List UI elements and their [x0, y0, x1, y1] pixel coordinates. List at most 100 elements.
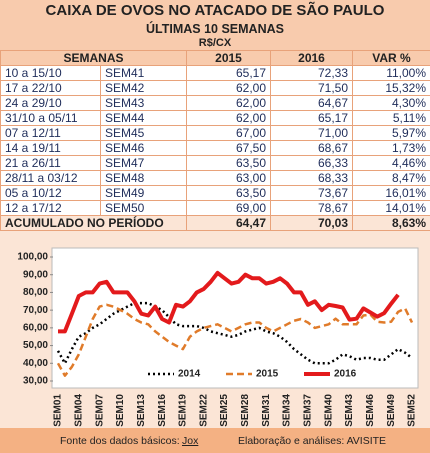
x-tick-label: SEM19 — [178, 394, 189, 427]
table-row: 10 a 15/10 SEM41 65,17 72,33 11,00% — [0, 65, 430, 81]
series-line — [56, 303, 414, 377]
table-cell: 78,67 — [270, 200, 354, 216]
table-cell: SEM48 — [99, 170, 188, 186]
x-tick-label: SEM28 — [240, 394, 251, 427]
table-cell: 07 a 12/11 — [0, 125, 101, 141]
series-line — [58, 270, 400, 334]
y-tick-label: 70,00 — [23, 305, 48, 316]
x-tick-label: SEM25 — [219, 394, 230, 427]
table-cell: SEM46 — [99, 140, 188, 156]
table-cell: 65,17 — [270, 110, 354, 126]
table-cell: 64,47 — [186, 215, 272, 231]
table-row: 17 a 22/10 SEM42 62,00 71,50 15,32% — [0, 80, 430, 96]
table-cell: 11,00% — [352, 65, 430, 81]
x-tick-label: SEM13 — [136, 394, 147, 427]
table-cell: 28/11 a 03/12 — [0, 170, 101, 186]
table-row: SEMANAS 2015 2016 VAR % — [0, 50, 430, 66]
table-cell: SEM45 — [99, 125, 188, 141]
x-tick-label: SEM34 — [282, 394, 293, 427]
table-cell: 68,33 — [270, 170, 354, 186]
table-cell: 72,33 — [270, 65, 354, 81]
table-row: 12 a 17/12 SEM50 69,00 78,67 14,01% — [0, 200, 430, 216]
table-row: 14 a 19/11 SEM46 67,50 68,67 1,73% — [0, 140, 430, 156]
table-cell: SEM50 — [99, 200, 188, 216]
x-tick-label: SEM01 — [53, 394, 64, 427]
legend-label: 2015 — [256, 369, 279, 380]
x-tick-label: SEM49 — [386, 394, 397, 427]
table-cell: 14 a 19/11 — [0, 140, 101, 156]
table-cell: 15,32% — [352, 80, 430, 96]
unit: R$/CX — [0, 37, 430, 50]
table-cell: 24 a 29/10 — [0, 95, 101, 111]
table-cell: SEM43 — [99, 95, 188, 111]
table-cell: SEM49 — [99, 185, 188, 201]
x-tick-label: SEM43 — [344, 394, 355, 427]
price-table: SEMANAS 2015 2016 VAR % 10 a 15/10 SEM41 65,17… — [0, 50, 430, 231]
y-tick-label: 50,00 — [23, 340, 48, 351]
table-cell: 63,50 — [186, 185, 272, 201]
x-tick-label: SEM52 — [407, 394, 418, 427]
table-cell: SEMANAS — [0, 50, 188, 66]
legend-label: 2016 — [334, 369, 357, 380]
table-cell: 12 a 17/12 — [0, 200, 101, 216]
table-cell: 64,67 — [270, 95, 354, 111]
table-cell: 10 a 15/10 — [0, 65, 101, 81]
table-cell: VAR % — [352, 50, 430, 66]
table-cell: 17 a 22/10 — [0, 80, 101, 96]
legend-label: 2014 — [178, 369, 201, 380]
table-cell: 70,03 — [270, 215, 354, 231]
table-cell: 73,67 — [270, 185, 354, 201]
table-cell: 5,11% — [352, 110, 430, 126]
y-tick-label: 90,00 — [23, 269, 48, 280]
table-cell: 66,33 — [270, 155, 354, 171]
table-cell: 71,00 — [270, 125, 354, 141]
table-cell: 62,00 — [186, 95, 272, 111]
y-tick-label: 80,00 — [23, 287, 48, 298]
table-cell: 69,00 — [186, 200, 272, 216]
footer: Fonte dos dados básicos: Jox Elaboração … — [0, 428, 430, 453]
table-cell: SEM44 — [99, 110, 188, 126]
x-tick-label: SEM04 — [73, 394, 84, 427]
table-cell: 63,00 — [186, 170, 272, 186]
table-cell: 65,17 — [186, 65, 272, 81]
title: CAIXA DE OVOS NO ATACADO DE SÃO PAULO — [0, 0, 430, 22]
table-cell: 21 a 26/11 — [0, 155, 101, 171]
table-row: 07 a 12/11 SEM45 67,00 71,00 5,97% — [0, 125, 430, 141]
table-cell: 5,97% — [352, 125, 430, 141]
table-cell: 31/10 a 05/11 — [0, 110, 101, 126]
table-cell: 2015 — [186, 50, 272, 66]
y-tick-label: 30,00 — [23, 376, 48, 387]
table-cell: SEM47 — [99, 155, 188, 171]
table-cell: 68,67 — [270, 140, 354, 156]
y-tick-label: 100,00 — [17, 252, 48, 263]
y-tick-label: 60,00 — [23, 322, 48, 333]
subtitle: ÚLTIMAS 10 SEMANAS — [0, 22, 430, 37]
table-cell: 63,50 — [186, 155, 272, 171]
x-tick-label: SEM16 — [157, 394, 168, 427]
table-cell: 71,50 — [270, 80, 354, 96]
table-cell: 05 a 10/12 — [0, 185, 101, 201]
table-row: 21 a 26/11 SEM47 63,50 66,33 4,46% — [0, 155, 430, 171]
credit: Elaboração e análises: AVISITE — [238, 435, 387, 447]
table-cell: 62,00 — [186, 110, 272, 126]
x-tick-label: SEM37 — [303, 394, 314, 427]
table-cell: ACUMULADO NO PERÍODO — [0, 215, 188, 231]
table-row: 05 a 10/12 SEM49 63,50 73,67 16,01% — [0, 185, 430, 201]
chart: 30,00 40,00 50,00 60,00 70,00 80,00 90,00 100,0… — [17, 247, 419, 427]
table-cell: SEM41 — [99, 65, 188, 81]
table-cell: 2016 — [270, 50, 354, 66]
table-cell: SEM42 — [99, 80, 188, 96]
x-tick-label: SEM22 — [198, 394, 209, 427]
x-tick-label: SEM07 — [94, 394, 105, 427]
table-row: 31/10 a 05/11 SEM44 62,00 65,17 5,11% — [0, 110, 430, 126]
table-cell: 67,00 — [186, 125, 272, 141]
x-tick-label: SEM46 — [365, 394, 376, 427]
y-tick-label: 40,00 — [23, 358, 48, 369]
table-cell: 4,46% — [352, 155, 430, 171]
x-tick-label: SEM10 — [115, 394, 126, 427]
table-row: 24 a 29/10 SEM43 62,00 64,67 4,30% — [0, 95, 430, 111]
table-row: 28/11 a 03/12 SEM48 63,00 68,33 8,47% — [0, 170, 430, 186]
source: Fonte dos dados básicos: — [60, 435, 180, 447]
table-cell: 8,63% — [352, 215, 430, 231]
